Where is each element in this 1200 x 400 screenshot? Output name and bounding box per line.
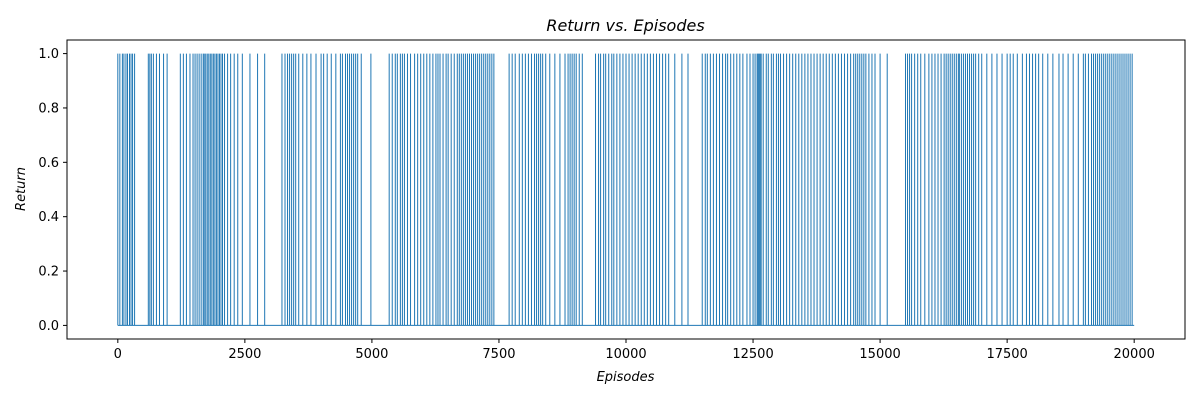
x-tick-label: 0 bbox=[114, 347, 122, 362]
x-tick-label: 20000 bbox=[1114, 347, 1155, 362]
y-tick-label: 0.6 bbox=[38, 156, 59, 171]
x-tick-label: 12500 bbox=[732, 347, 773, 362]
series-return bbox=[117, 53, 1135, 326]
y-tick-label: 1.0 bbox=[38, 47, 59, 62]
x-axis: 0 2500 5000 7500 10000 12500 15000 17500 20000 bbox=[114, 339, 1155, 362]
y-tick-label: 0.8 bbox=[38, 101, 59, 116]
x-tick-label: 17500 bbox=[986, 347, 1027, 362]
x-tick-label: 5000 bbox=[355, 347, 388, 362]
x-tick-label: 2500 bbox=[228, 347, 261, 362]
x-axis-label: Episodes bbox=[597, 370, 655, 385]
x-tick-label: 10000 bbox=[605, 347, 646, 362]
y-tick-label: 0.2 bbox=[38, 265, 59, 280]
y-axis: 0.0 0.2 0.4 0.6 0.8 1.0 bbox=[38, 47, 67, 334]
y-tick-label: 0.4 bbox=[38, 210, 59, 225]
chart-title: Return vs. Episodes bbox=[546, 16, 704, 35]
x-tick-label: 7500 bbox=[482, 347, 515, 362]
y-tick-label: 0.0 bbox=[38, 319, 59, 334]
x-tick-label: 15000 bbox=[859, 347, 900, 362]
plot-area bbox=[66, 39, 1186, 340]
y-axis-label: Return bbox=[14, 167, 29, 211]
